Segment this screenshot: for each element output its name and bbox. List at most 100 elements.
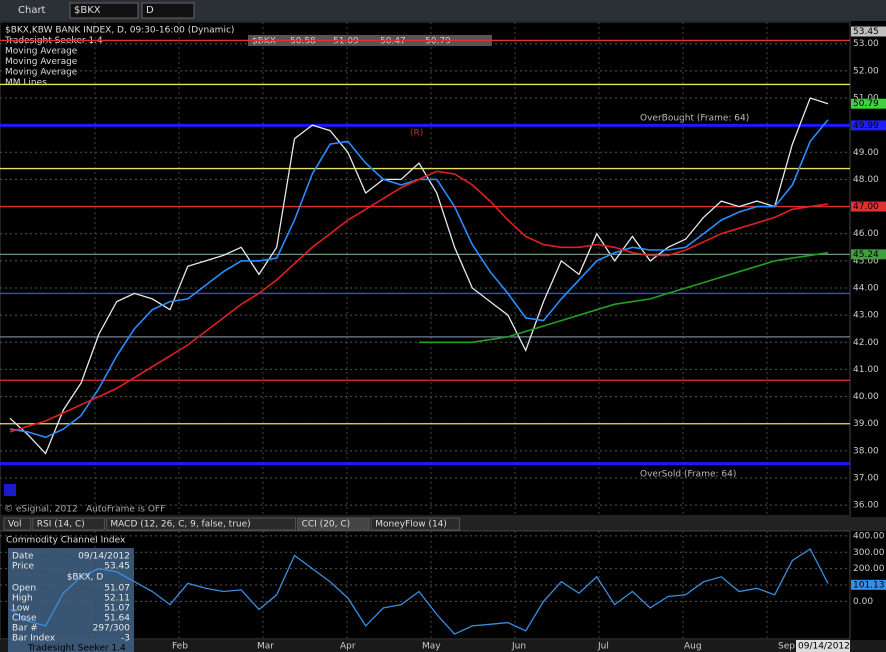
- tab[interactable]: [3, 517, 32, 531]
- price-label: 45.24: [853, 250, 879, 260]
- y-tick-label: 45.00: [853, 256, 879, 266]
- y-tick-label: 200.00: [853, 564, 885, 574]
- interval-box[interactable]: [141, 2, 195, 19]
- data-label: Date: [12, 552, 34, 562]
- y-tick-label: 37.00: [853, 474, 879, 484]
- toolbar: [0, 0, 886, 21]
- price-label: 53.45: [853, 27, 879, 37]
- price-label-bg: [851, 26, 886, 37]
- price-label-bg: [851, 249, 886, 260]
- month-label: Jun: [511, 642, 526, 652]
- tab-label[interactable]: CCI (20, C): [302, 520, 351, 530]
- legend-line: Moving Average: [5, 68, 78, 78]
- quote-high: 51.09: [333, 37, 359, 47]
- price-line: [9, 97, 829, 455]
- legend-line: $BKX,KBW BANK INDEX, D, 09:30-16:00 (Dyn…: [5, 26, 234, 36]
- indicator-line: [419, 251, 829, 344]
- last-date: 09/14/2012: [798, 642, 850, 652]
- data-label: Price: [12, 562, 34, 572]
- data-value: 51.64: [104, 614, 130, 624]
- data-value: 51.07: [104, 584, 130, 594]
- data-symbol: $BKX, D: [67, 573, 104, 583]
- symbol-box[interactable]: [69, 2, 139, 19]
- tab[interactable]: [105, 517, 297, 531]
- data-label: Bar #: [12, 624, 38, 634]
- data-value: 09/14/2012: [78, 552, 130, 562]
- y-tick-label: 51.00: [853, 94, 879, 104]
- data-value: 53.45: [104, 562, 130, 572]
- tab[interactable]: [370, 517, 461, 531]
- interval[interactable]: D: [146, 5, 154, 16]
- cci-title: Commodity Channel Index: [6, 536, 126, 546]
- y-tick-label: 52.00: [853, 66, 879, 76]
- y-tick-label: 43.00: [853, 311, 879, 321]
- window-title: Chart: [18, 5, 46, 16]
- quote-close: 50.79: [425, 37, 451, 47]
- cci-current: 101.13: [853, 580, 885, 590]
- indicator-line: [9, 548, 829, 635]
- price-label: 47.00: [853, 202, 879, 212]
- y-tick-label: 36.00: [853, 501, 879, 511]
- copyright: © eSignal, 2012: [4, 505, 78, 515]
- indicator-line: [9, 170, 829, 433]
- quote-open: 50.58: [290, 37, 316, 47]
- y-tick-label: 46.00: [853, 229, 879, 239]
- p-badge: [4, 484, 16, 496]
- data-value: 297/300: [93, 624, 131, 634]
- month-label: Apr: [340, 642, 356, 652]
- overbought-label: OverBought (Frame: 64): [640, 114, 749, 124]
- y-tick-label: 300.00: [853, 548, 885, 558]
- tab-label[interactable]: MoneyFlow (14): [375, 520, 447, 530]
- tab-label[interactable]: MACD (12, 26, C, 9, false, true): [110, 520, 250, 530]
- data-value: -3: [121, 634, 130, 644]
- data-label: Low: [12, 604, 30, 614]
- quote-low: 50.47: [380, 37, 406, 47]
- y-tick-label: 41.00: [853, 365, 879, 375]
- month-label: Sep: [778, 642, 795, 652]
- month-label: May: [422, 642, 441, 652]
- data-label: Bar Index: [12, 634, 56, 644]
- tab-label[interactable]: RSI (14, C): [37, 520, 85, 530]
- date-axis: [0, 640, 886, 652]
- legend-line: MM Lines: [5, 78, 47, 88]
- oversold-label: OverSold (Frame: 64): [640, 470, 736, 480]
- y-tick-label: 53.00: [853, 39, 879, 49]
- price-label-bg: [851, 120, 886, 131]
- y-tick-label: 44.00: [853, 284, 879, 294]
- data-label: High: [12, 594, 33, 604]
- autoframe-label: AutoFrame is OFF: [86, 505, 165, 515]
- tab[interactable]: [297, 517, 370, 531]
- date-marker: [796, 640, 850, 652]
- quote-symbol: $BKX: [252, 37, 276, 47]
- symbol[interactable]: $BKX: [74, 5, 101, 16]
- price-pane: [0, 21, 851, 517]
- month-label: Mar: [257, 642, 274, 652]
- cci-current-bg: [851, 579, 886, 590]
- y-tick-label: 0.00: [853, 597, 873, 607]
- data-window: [8, 548, 134, 652]
- price-label-bg: [851, 201, 886, 212]
- data-label: Close: [12, 614, 37, 624]
- month-label: Aug: [684, 642, 702, 652]
- y-tick-label: 38.00: [853, 446, 879, 456]
- price-label: 50.79: [853, 99, 879, 109]
- r-marker: (R): [410, 129, 423, 139]
- data-value: 51.07: [104, 604, 130, 614]
- data-label: Open: [12, 584, 36, 594]
- y-tick-label: 48.00: [853, 175, 879, 185]
- y-tick-label: 42.00: [853, 338, 879, 348]
- month-label: Jul: [597, 642, 609, 652]
- tab-label[interactable]: Vol: [8, 520, 21, 530]
- y-tick-label: 39.00: [853, 419, 879, 429]
- data-footer: Tradesight Seeker 1.4: [27, 644, 126, 652]
- legend-line: Moving Average: [5, 57, 78, 67]
- month-label: Feb: [172, 642, 188, 652]
- y-tick-label: 49.00: [853, 148, 879, 158]
- legend-line: Moving Average: [5, 47, 78, 57]
- data-value: 52.11: [104, 594, 130, 604]
- price-label-bg: [851, 98, 886, 109]
- price-label: 49.99: [853, 121, 879, 131]
- tab[interactable]: [32, 517, 105, 531]
